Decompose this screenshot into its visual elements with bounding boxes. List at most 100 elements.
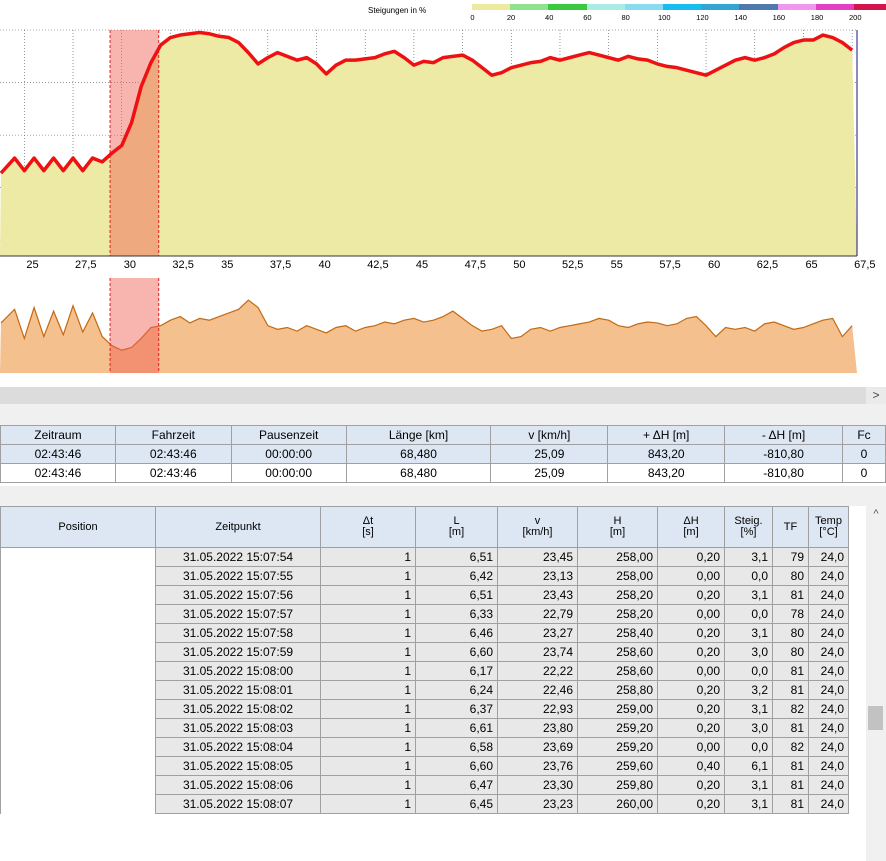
header-text: [km/h] xyxy=(522,526,553,538)
detail-cell: 0,00 xyxy=(657,566,725,586)
detail-column-header[interactable]: ΔH [m] xyxy=(657,506,725,548)
summary-cell: 68,480 xyxy=(345,444,492,464)
summary-column-header[interactable]: Fahrzeit xyxy=(114,425,232,445)
x-tick-label: 32,5 xyxy=(172,259,194,271)
header-text: [°C] xyxy=(819,526,838,538)
detail-column-header[interactable]: v [km/h] xyxy=(497,506,578,548)
summary-column-header[interactable]: Zeitraum xyxy=(0,425,116,445)
detail-cell xyxy=(0,794,156,814)
x-tick-label: 40 xyxy=(318,259,331,271)
summary-column-header[interactable]: Länge [km] xyxy=(345,425,492,445)
detail-cell: 0,20 xyxy=(657,547,725,567)
summary-column-header[interactable]: + ΔH [m] xyxy=(607,425,726,445)
detail-row[interactable]: 31.05.2022 15:08:07 1 6,45 23,23 260,00 0,20 3… xyxy=(0,794,849,814)
vertical-scrollbar[interactable]: ^ xyxy=(866,506,886,861)
summary-column-header[interactable]: Pausenzeit xyxy=(230,425,347,445)
scrollbar-track[interactable] xyxy=(0,387,866,404)
detail-cell: 260,00 xyxy=(577,794,658,814)
legend-color-5 xyxy=(663,4,702,10)
summary-column-header[interactable]: - ΔH [m] xyxy=(724,425,843,445)
summary-cell: 25,09 xyxy=(490,463,609,483)
elevation-line xyxy=(0,30,854,175)
header-text: v xyxy=(534,515,541,527)
detail-row[interactable]: 31.05.2022 15:08:06 1 6,47 23,30 259,80 0,20 3… xyxy=(0,775,849,795)
detail-column-header[interactable]: Position xyxy=(0,506,156,548)
detail-row[interactable]: 31.05.2022 15:07:56 1 6,51 23,43 258,20 0,20 3… xyxy=(0,585,849,605)
detail-row[interactable]: 31.05.2022 15:08:05 1 6,60 23,76 259,60 0,40 6… xyxy=(0,756,849,776)
summary-header-row: Zeitraum Fahrzeit Pausenzeit Länge [km] v [k… xyxy=(0,425,886,445)
detail-cell: 6,47 xyxy=(415,775,498,795)
detail-cell: 258,20 xyxy=(577,604,658,624)
detail-cell: 1 xyxy=(320,585,416,605)
summary-cell: 02:43:46 xyxy=(0,444,116,464)
detail-cell: 259,60 xyxy=(577,756,658,776)
detail-cell: 24,0 xyxy=(808,642,849,662)
header-text: Zeitpunkt xyxy=(215,520,261,533)
detail-cell: 81 xyxy=(772,585,809,605)
scroll-up-icon[interactable]: ^ xyxy=(873,508,879,520)
detail-cell xyxy=(0,642,156,662)
detail-column-header[interactable]: Δt [s] xyxy=(320,506,416,548)
detail-cell: 22,22 xyxy=(497,661,578,681)
detail-cell: 6,37 xyxy=(415,699,498,719)
detail-cell: 259,20 xyxy=(577,718,658,738)
detail-cell: 0,20 xyxy=(657,699,725,719)
header-text: [m] xyxy=(609,526,626,538)
elevation-chart[interactable] xyxy=(0,0,886,380)
detail-row[interactable]: 31.05.2022 15:08:03 1 6,61 23,80 259,20 0,20 3… xyxy=(0,718,849,738)
detail-cell: 0,0 xyxy=(724,661,773,681)
detail-cell: 6,24 xyxy=(415,680,498,700)
scrollbar-thumb[interactable] xyxy=(868,706,883,730)
detail-row[interactable]: 31.05.2022 15:07:55 1 6,42 23,13 258,00 0,00 0… xyxy=(0,566,849,586)
detail-row[interactable]: 31.05.2022 15:08:01 1 6,24 22,46 258,80 0,20 3… xyxy=(0,680,849,700)
header-text: Position xyxy=(58,520,98,533)
detail-column-header[interactable]: TF xyxy=(772,506,809,548)
detail-cell xyxy=(0,775,156,795)
detail-row[interactable]: 31.05.2022 15:08:02 1 6,37 22,93 259,00 0,20 3… xyxy=(0,699,849,719)
legend-color-7 xyxy=(739,4,779,10)
legend-tick: 140 xyxy=(734,13,747,22)
x-tick-label: 35 xyxy=(221,259,234,271)
detail-row[interactable]: 31.05.2022 15:07:58 1 6,46 23,27 258,40 0,20 3… xyxy=(0,623,849,643)
detail-cell: 0,20 xyxy=(657,623,725,643)
summary-cell: 00:00:00 xyxy=(230,444,347,464)
detail-row[interactable]: 31.05.2022 15:08:00 1 6,17 22,22 258,60 0,00 0… xyxy=(0,661,849,681)
legend-color-6 xyxy=(701,4,740,10)
horizontal-scrollbar[interactable]: > xyxy=(0,387,886,404)
detail-cell: 259,00 xyxy=(577,699,658,719)
detail-cell: 3,1 xyxy=(724,623,773,643)
detail-column-header[interactable]: Zeitpunkt xyxy=(155,506,321,548)
detail-column-header[interactable]: Steig. [%] xyxy=(724,506,773,548)
summary-row[interactable]: 02:43:46 02:43:46 00:00:00 68,480 25,09 843,2… xyxy=(0,444,886,464)
detail-column-header[interactable]: H [m] xyxy=(577,506,658,548)
scroll-right-icon[interactable]: > xyxy=(872,388,880,402)
detail-cell: 1 xyxy=(320,547,416,567)
detail-cell: 24,0 xyxy=(808,680,849,700)
detail-cell: 22,93 xyxy=(497,699,578,719)
summary-row[interactable]: 02:43:46 02:43:46 00:00:00 68,480 25,09 843,2… xyxy=(0,463,886,483)
detail-cell: 1 xyxy=(320,680,416,700)
detail-cell: 1 xyxy=(320,566,416,586)
detail-row[interactable]: 31.05.2022 15:07:57 1 6,33 22,79 258,20 0,00 0… xyxy=(0,604,849,624)
detail-column-header[interactable]: L [m] xyxy=(415,506,498,548)
summary-column-header[interactable]: Fc xyxy=(841,425,886,445)
summary-cell: 68,480 xyxy=(345,463,492,483)
detail-row[interactable]: 31.05.2022 15:08:04 1 6,58 23,69 259,20 0,00 0… xyxy=(0,737,849,757)
legend-tick: 100 xyxy=(657,13,671,22)
detail-column-header[interactable]: Temp [°C] xyxy=(808,506,849,548)
header-text: Temp xyxy=(815,515,842,527)
legend-tick: 120 xyxy=(696,13,709,22)
summary-column-header[interactable]: v [km/h] xyxy=(490,425,609,445)
detail-cell: 0,40 xyxy=(657,756,725,776)
detail-row[interactable]: 31.05.2022 15:07:59 1 6,60 23,74 258,60 0,20 3… xyxy=(0,642,849,662)
detail-row[interactable]: 31.05.2022 15:07:54 1 6,51 23,45 258,00 0,20 3… xyxy=(0,547,849,567)
detail-cell: 1 xyxy=(320,604,416,624)
detail-cell: 1 xyxy=(320,737,416,757)
detail-cell: 31.05.2022 15:08:01 xyxy=(155,680,321,700)
detail-cell: 6,60 xyxy=(415,642,498,662)
panel-divider xyxy=(0,486,886,506)
detail-cell xyxy=(0,566,156,586)
detail-cell: 31.05.2022 15:07:56 xyxy=(155,585,321,605)
detail-cell: 3,0 xyxy=(724,718,773,738)
detail-cell: 258,60 xyxy=(577,642,658,662)
